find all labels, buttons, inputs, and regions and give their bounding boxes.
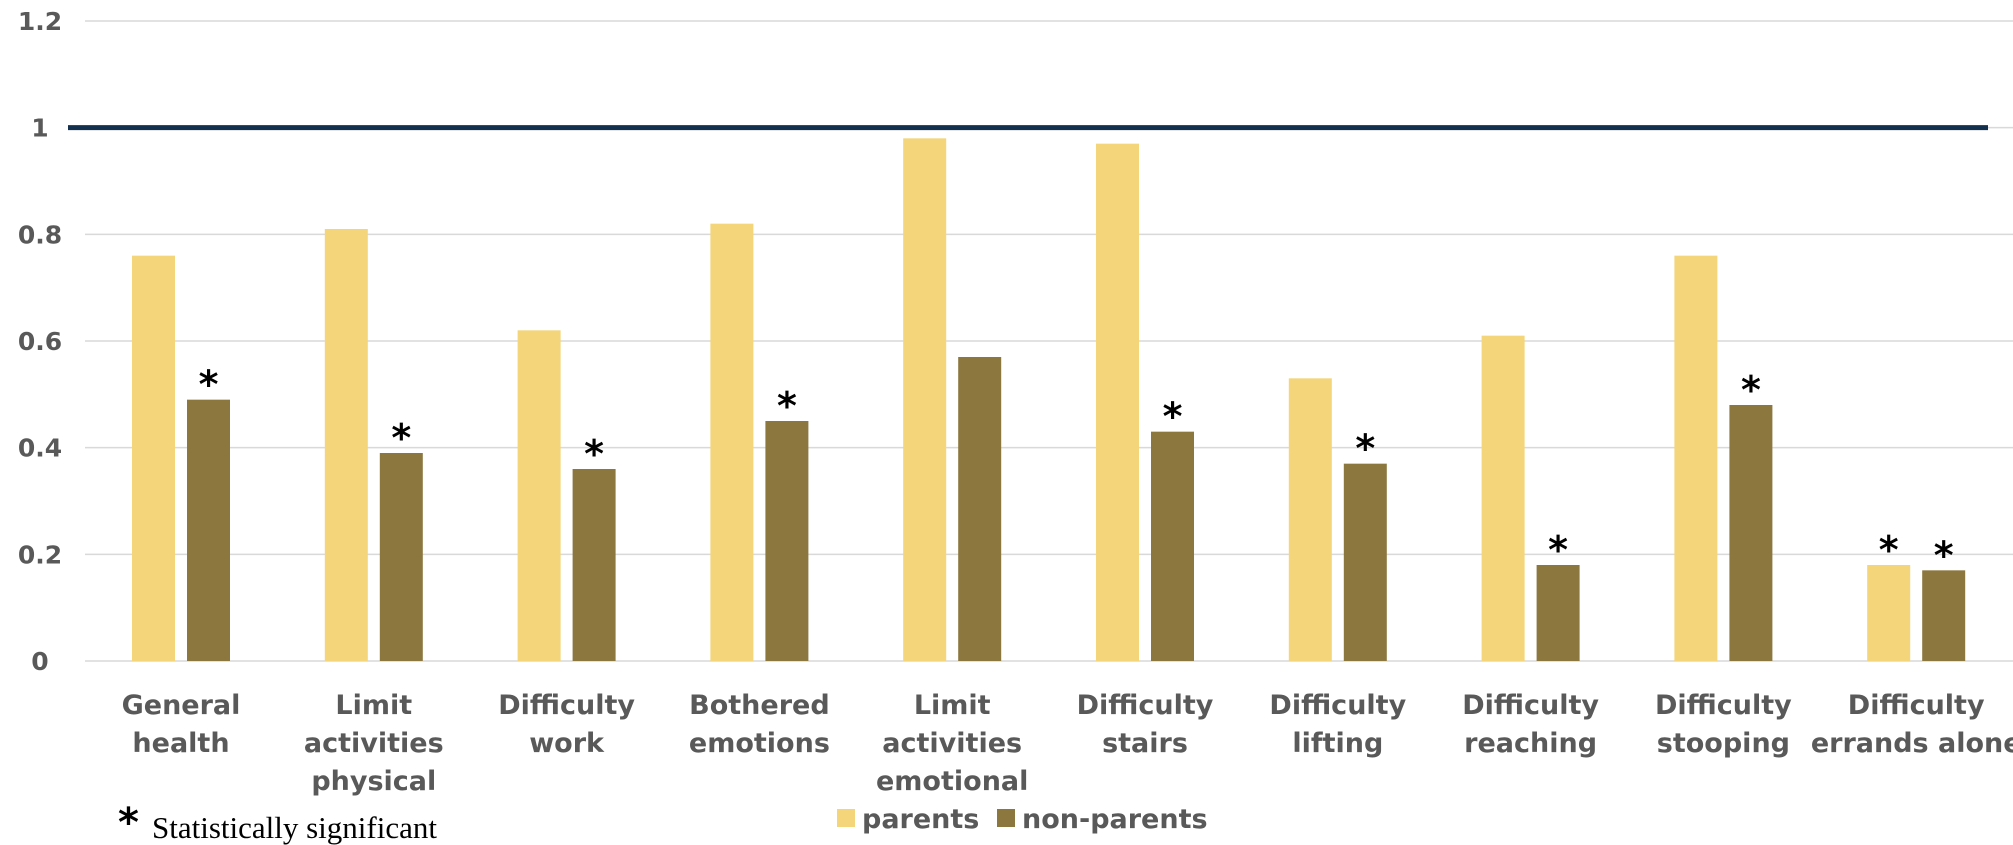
x-category-label-line: errands alone: [1811, 728, 2013, 759]
bar-non-parents-5: [1151, 431, 1194, 661]
x-category-label-line: activities: [304, 728, 444, 759]
bar-non-parents-8: [1729, 405, 1773, 661]
significance-star: *: [777, 384, 797, 428]
y-tick-label: 0.4: [18, 434, 62, 463]
legend: parents non-parents: [837, 804, 1208, 835]
x-category-label-line: Difficulty: [1462, 690, 1599, 721]
significance-star: *: [1741, 368, 1761, 412]
y-tick-label: 0.2: [18, 540, 62, 569]
legend-label-parents: parents: [862, 804, 979, 835]
significance-star: *: [199, 363, 219, 407]
bar-parents-8: [1674, 255, 1718, 661]
bar-parents-4: [903, 138, 947, 662]
x-category-label-line: emotions: [689, 728, 830, 759]
y-tick-label: 1: [31, 114, 48, 143]
bar-non-parents-3: [765, 421, 809, 661]
bar-parents-7: [1481, 335, 1525, 661]
y-tick-label: 0.6: [18, 327, 62, 356]
bar-non-parents-2: [572, 469, 616, 661]
x-category-label: Bothered emotions: [689, 690, 830, 759]
bars: [132, 138, 1966, 662]
significance-star: *: [391, 416, 411, 460]
bar-non-parents-6: [1343, 463, 1387, 661]
x-category-label-line: Difficulty: [1848, 690, 1985, 721]
x-category-label-line: Difficulty: [1077, 690, 1214, 721]
x-axis-labels: General health Limit activities physical Diff…: [122, 690, 2013, 797]
x-category-label-line: Limit: [914, 690, 991, 721]
x-category-label-line: stooping: [1657, 728, 1790, 759]
significance-star: *: [584, 432, 604, 476]
bar-parents-6: [1288, 378, 1332, 661]
x-category-label-line: General: [122, 690, 241, 721]
legend-swatch-parents: [837, 809, 855, 827]
bar-parents-5: [1096, 143, 1139, 661]
x-category-label-line: lifting: [1292, 728, 1383, 759]
gridlines: [85, 20, 2013, 662]
x-category-label-line: Limit: [335, 690, 412, 721]
x-category-label: Limit activities emotional: [876, 690, 1028, 797]
x-category-label-line: Bothered: [689, 690, 830, 721]
bar-non-parents-9: [1922, 570, 1966, 661]
x-category-label-line: Difficulty: [1269, 690, 1406, 721]
bar-parents-0: [132, 255, 175, 661]
x-category-label-line: stairs: [1102, 728, 1188, 759]
x-category-label-line: activities: [882, 728, 1022, 759]
x-category-label: Difficulty lifting: [1269, 690, 1406, 759]
legend-label-non-parents: non-parents: [1022, 804, 1208, 835]
x-category-label: Difficulty stooping: [1655, 690, 1792, 759]
significance-star: *: [1163, 395, 1183, 439]
bar-non-parents-1: [379, 453, 423, 661]
x-category-label: Difficulty work: [498, 690, 635, 759]
bar-parents-2: [517, 330, 561, 661]
x-category-label: General health: [122, 690, 241, 759]
bar-parents-3: [710, 223, 754, 661]
note-text: Statistically significant: [152, 810, 437, 845]
bar-non-parents-4: [958, 357, 1002, 661]
significance-note: * Statistically significant: [118, 800, 437, 845]
x-category-label: Difficulty stairs: [1077, 690, 1214, 759]
legend-swatch-non-parents: [997, 809, 1015, 827]
x-category-label-line: Difficulty: [1655, 690, 1792, 721]
bar-non-parents-7: [1536, 565, 1580, 661]
x-category-label: Difficulty reaching: [1462, 690, 1599, 759]
y-axis-ticks: 0 0.2 0.4 0.6 0.8 1 1.2: [18, 7, 62, 676]
y-tick-label: 0: [31, 647, 48, 676]
x-category-label-line: Difficulty: [498, 690, 635, 721]
significance-star: *: [1934, 533, 1954, 577]
bar-parents-1: [324, 229, 368, 661]
x-category-label-line: emotional: [876, 766, 1028, 797]
note-star-symbol: *: [118, 800, 139, 845]
x-category-label-line: work: [529, 728, 605, 759]
bar-parents-9: [1867, 565, 1911, 661]
x-category-label-line: health: [132, 728, 229, 759]
y-tick-label: 0.8: [18, 220, 62, 249]
x-category-label: Limit activities physical: [304, 690, 444, 797]
significance-star: *: [1548, 528, 1568, 572]
x-category-label-line: reaching: [1464, 728, 1597, 759]
bar-non-parents-0: [187, 399, 230, 661]
significance-markers: * * * * * * * * * *: [199, 363, 1954, 578]
x-category-label-line: physical: [311, 766, 436, 797]
significance-star: *: [1879, 528, 1899, 572]
x-category-label: Difficulty errands alone: [1811, 690, 2013, 759]
significance-star: *: [1355, 427, 1375, 471]
y-tick-label: 1.2: [18, 7, 62, 36]
